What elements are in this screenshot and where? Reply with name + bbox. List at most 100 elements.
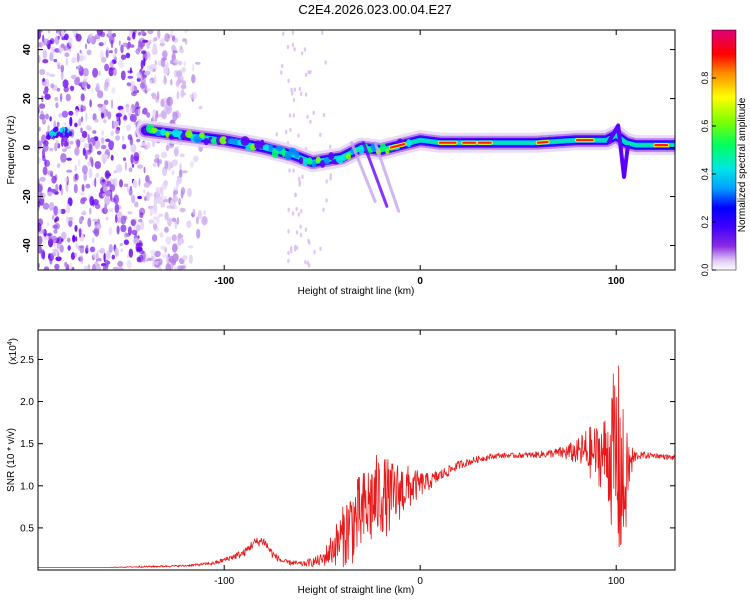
ridge-blob bbox=[385, 148, 390, 155]
noise-blob bbox=[154, 250, 161, 257]
noise-blob bbox=[160, 197, 164, 201]
noise-blob bbox=[105, 216, 109, 221]
noise-blob bbox=[145, 253, 149, 262]
noise-blob bbox=[159, 38, 166, 44]
noise-blob bbox=[149, 206, 153, 217]
noise-blob bbox=[55, 139, 59, 148]
noise-blob bbox=[295, 230, 299, 235]
noise-blob bbox=[122, 42, 128, 48]
noise-blob bbox=[139, 212, 144, 219]
noise-blob bbox=[88, 143, 93, 151]
noise-blob bbox=[49, 116, 52, 122]
ridge-blob bbox=[165, 131, 170, 138]
noise-blob bbox=[44, 159, 50, 167]
noise-blob bbox=[147, 30, 154, 35]
noise-blob bbox=[71, 57, 77, 64]
noise-blob bbox=[152, 204, 158, 212]
noise-blob bbox=[56, 163, 61, 169]
noise-blob bbox=[85, 153, 88, 160]
ridge-blob bbox=[323, 156, 330, 165]
noise-blob bbox=[39, 68, 46, 76]
noise-blob bbox=[150, 255, 155, 262]
noise-blob bbox=[60, 187, 64, 196]
ridge-blob bbox=[59, 127, 64, 133]
spectrogram-ticks: -100 0 100 -40 -20 0 20 40 bbox=[22, 30, 675, 287]
ridge-blob bbox=[160, 128, 166, 136]
noise-blob bbox=[165, 263, 171, 270]
noise-blob bbox=[111, 99, 113, 109]
noise-blob bbox=[92, 218, 98, 222]
noise-blob bbox=[140, 59, 144, 70]
noise-blob bbox=[91, 87, 94, 93]
noise-blob bbox=[325, 198, 328, 203]
noise-blob bbox=[292, 168, 295, 173]
noise-blob bbox=[76, 52, 80, 63]
noise-blob bbox=[56, 121, 60, 128]
noise-blob bbox=[117, 217, 121, 223]
noise-blob bbox=[78, 228, 82, 238]
noise-blob bbox=[142, 109, 144, 115]
noise-blob bbox=[87, 34, 93, 43]
noise-blob bbox=[56, 87, 61, 92]
noise-blob bbox=[77, 158, 81, 167]
noise-blob bbox=[152, 223, 158, 231]
noise-blob bbox=[80, 127, 83, 134]
noise-blob bbox=[85, 244, 89, 252]
noise-blob bbox=[141, 50, 146, 55]
noise-blob bbox=[300, 91, 303, 97]
ridge-blob bbox=[298, 156, 304, 165]
colorbar-label: Normalized spectral amplitude bbox=[737, 97, 748, 232]
noise-blob bbox=[45, 113, 49, 120]
noise-blob bbox=[38, 184, 43, 193]
noise-blob bbox=[290, 246, 293, 251]
noise-blob bbox=[287, 229, 290, 234]
noise-blob bbox=[141, 142, 146, 147]
noise-blob bbox=[115, 214, 118, 224]
noise-blob bbox=[179, 47, 184, 54]
noise-blob bbox=[80, 255, 84, 265]
noise-blob bbox=[192, 208, 196, 216]
noise-blob bbox=[109, 184, 116, 192]
noise-blob bbox=[166, 205, 172, 209]
noise-blob bbox=[52, 248, 59, 253]
noise-blob bbox=[171, 170, 175, 176]
noise-blob bbox=[171, 159, 178, 167]
noise-blob bbox=[178, 177, 183, 182]
noise-blob bbox=[81, 79, 88, 89]
noise-blob bbox=[81, 184, 85, 192]
noise-blob bbox=[307, 70, 310, 75]
noise-blob bbox=[129, 107, 133, 113]
noise-blob bbox=[319, 132, 322, 137]
noise-blob bbox=[92, 113, 97, 121]
noise-blob bbox=[172, 253, 179, 262]
noise-blob bbox=[54, 97, 59, 101]
noise-blob bbox=[275, 132, 278, 137]
ridge-blob bbox=[68, 131, 73, 137]
noise-blob bbox=[136, 164, 144, 169]
noise-blob bbox=[45, 72, 50, 76]
noise-blob bbox=[135, 48, 140, 55]
ridge-blob bbox=[302, 159, 308, 166]
noise-blob bbox=[42, 202, 50, 210]
noise-blob bbox=[171, 44, 176, 52]
noise-blob bbox=[88, 168, 93, 179]
noise-blob bbox=[137, 40, 141, 49]
noise-blob bbox=[42, 59, 49, 64]
noise-blob bbox=[43, 90, 48, 95]
noise-blob bbox=[79, 216, 83, 222]
noise-blob bbox=[78, 119, 81, 126]
noise-blob bbox=[289, 127, 292, 133]
noise-blob bbox=[134, 201, 139, 208]
noise-blob bbox=[68, 37, 73, 47]
noise-blob bbox=[197, 210, 203, 220]
noise-blob bbox=[149, 79, 152, 85]
noise-blob bbox=[75, 33, 82, 42]
noise-blob bbox=[298, 86, 302, 92]
noise-blob bbox=[106, 180, 112, 187]
snr-ytick-label: 2.0 bbox=[20, 397, 34, 408]
noise-blob bbox=[94, 161, 102, 169]
spectrogram-ytick-label: 40 bbox=[22, 44, 33, 56]
noise-blob bbox=[297, 133, 300, 138]
ridge-blob bbox=[185, 130, 193, 138]
